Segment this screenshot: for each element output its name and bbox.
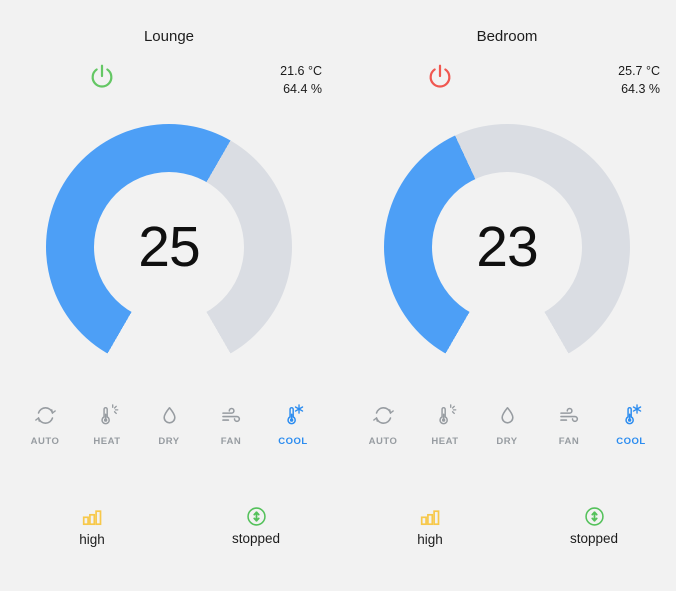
thermometer-sun-icon <box>433 403 458 428</box>
mode-label: HEAT <box>93 436 121 447</box>
mode-fan[interactable]: FAN <box>538 403 600 447</box>
thermometer-snowflake-icon <box>281 403 306 428</box>
dial-area: 23 <box>338 124 676 370</box>
target-temperature: 25 <box>138 215 200 279</box>
autorenew-icon <box>33 403 58 428</box>
water-drop-icon <box>157 403 182 428</box>
fan-speed-label: high <box>417 532 443 547</box>
water-drop-icon <box>495 403 520 428</box>
mode-auto[interactable]: AUTO <box>352 403 414 447</box>
dial-hole <box>94 172 244 322</box>
card-header: 21.6 °C 64.4 % <box>0 62 338 100</box>
mode-dry[interactable]: DRY <box>476 403 538 447</box>
mode-auto[interactable]: AUTO <box>14 403 76 447</box>
current-temperature: 25.7 °C <box>618 64 660 78</box>
fan-speed-control[interactable]: high <box>10 505 174 547</box>
climate-card-bedroom: Bedroom 25.7 °C 64.3 % 23 AUTO <box>338 0 676 591</box>
autorenew-icon <box>371 403 396 428</box>
sensor-readings: 25.7 °C 64.3 % <box>618 62 660 98</box>
temperature-dial[interactable]: 23 <box>384 124 630 370</box>
thermometer-sun-icon <box>95 403 120 428</box>
power-button[interactable] <box>88 62 116 90</box>
swing-arrows-icon <box>245 505 268 528</box>
current-humidity: 64.4 % <box>283 82 322 96</box>
wind-icon <box>219 403 244 428</box>
mode-dry[interactable]: DRY <box>138 403 200 447</box>
mode-label: FAN <box>220 436 242 447</box>
swing-label: stopped <box>569 531 619 546</box>
current-humidity: 64.3 % <box>621 82 660 96</box>
mode-label: HEAT <box>431 436 459 447</box>
fan-speed-control[interactable]: high <box>348 505 512 547</box>
room-name: Lounge <box>143 28 195 45</box>
target-temperature: 23 <box>476 215 538 279</box>
thermometer-snowflake-icon <box>619 403 644 428</box>
mode-heat[interactable]: HEAT <box>76 403 138 447</box>
status-row: high stopped <box>338 505 676 547</box>
current-temperature: 21.6 °C <box>280 64 322 78</box>
room-name: Bedroom <box>476 28 538 45</box>
fan-speed-label: high <box>79 532 105 547</box>
mode-heat[interactable]: HEAT <box>414 403 476 447</box>
mode-label: DRY <box>158 436 180 447</box>
power-button[interactable] <box>426 62 454 90</box>
power-icon <box>88 62 116 90</box>
mode-fan[interactable]: FAN <box>200 403 262 447</box>
swing-control[interactable]: stopped <box>174 505 338 547</box>
sensor-readings: 21.6 °C 64.4 % <box>280 62 322 98</box>
swing-label: stopped <box>231 531 281 546</box>
power-icon <box>426 62 454 90</box>
hvac-mode-row: AUTO HEAT DRY FAN COOL <box>0 403 338 447</box>
mode-label: COOL <box>616 436 646 447</box>
mode-cool[interactable]: COOL <box>262 403 324 447</box>
climate-card-lounge: Lounge 21.6 °C 64.4 % 25 AUTO <box>0 28 338 547</box>
mode-label: FAN <box>558 436 580 447</box>
signal-bars-icon <box>80 505 104 529</box>
hvac-mode-row: AUTO HEAT DRY FAN COOL <box>338 403 676 447</box>
dial-hole <box>432 172 582 322</box>
mode-label: AUTO <box>368 436 398 447</box>
wind-icon <box>557 403 582 428</box>
swing-control[interactable]: stopped <box>512 505 676 547</box>
swing-arrows-icon <box>583 505 606 528</box>
signal-bars-icon <box>418 505 442 529</box>
mode-label: DRY <box>496 436 518 447</box>
mode-label: AUTO <box>30 436 60 447</box>
dial-area: 25 <box>0 124 338 370</box>
card-header: 25.7 °C 64.3 % <box>338 62 676 100</box>
temperature-dial[interactable]: 25 <box>46 124 292 370</box>
mode-cool[interactable]: COOL <box>600 403 662 447</box>
status-row: high stopped <box>0 505 338 547</box>
mode-label: COOL <box>278 436 308 447</box>
